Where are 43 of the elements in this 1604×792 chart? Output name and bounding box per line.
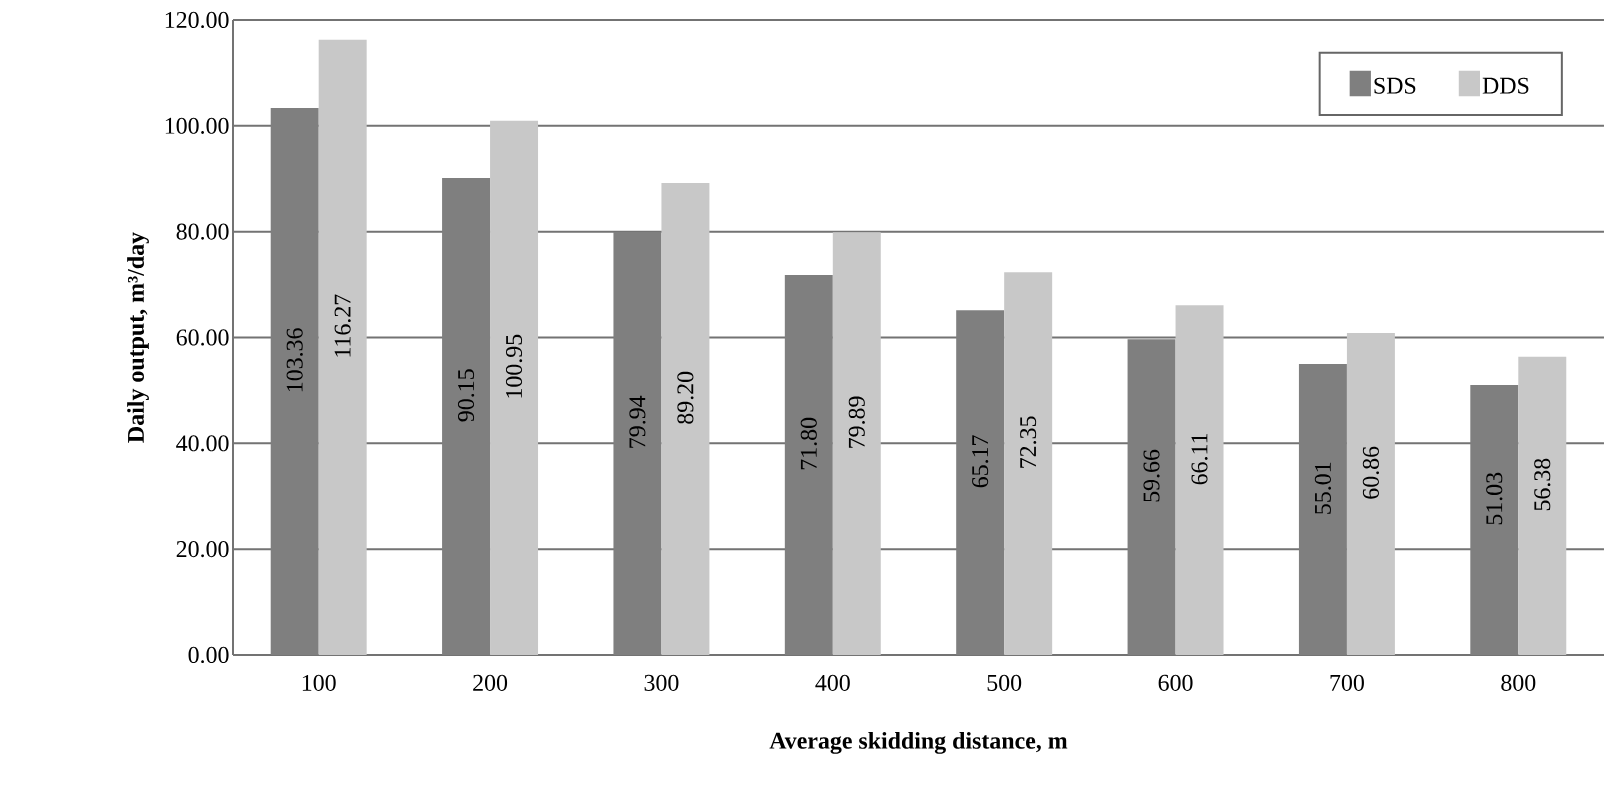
y-tick-label: 20.00 (176, 541, 229, 558)
data-label: 79.94 (629, 395, 646, 448)
data-label: 66.11 (1191, 433, 1208, 485)
bar (1518, 356, 1567, 655)
data-label: 72.35 (1020, 416, 1037, 468)
y-tick-label: 60.00 (176, 329, 229, 346)
data-label: 100.95 (505, 334, 523, 398)
y-tick-label: 120.00 (165, 11, 229, 29)
data-label: 89.20 (677, 371, 694, 424)
data-label: 71.80 (800, 417, 817, 470)
y-tick-label: 100.00 (165, 117, 229, 134)
legend-label: SDS (1374, 77, 1416, 94)
x-tick-label: 700 (1330, 674, 1364, 691)
data-label: 103.36 (286, 328, 303, 392)
x-tick-label: 500 (987, 674, 1022, 691)
bar (490, 120, 539, 655)
y-tick-label: 40.00 (176, 435, 229, 452)
bar (1346, 332, 1395, 655)
x-tick-label: 300 (644, 674, 679, 691)
data-label: 56.38 (1534, 458, 1551, 511)
x-tick-label: 400 (815, 674, 850, 691)
data-label: 51.03 (1486, 472, 1503, 525)
data-label: 79.89 (848, 396, 865, 448)
x-tick-label: 600 (1158, 674, 1193, 691)
bar (1175, 305, 1224, 655)
y-tick-label: 0.00 (188, 646, 229, 664)
data-label: 65.17 (972, 435, 989, 488)
x-tick-label: 800 (1501, 674, 1536, 691)
data-label: 90.15 (457, 369, 475, 422)
x-axis-title: Average skidding distance, m (769, 732, 1068, 754)
x-tick-label: 100 (302, 674, 336, 691)
x-tick-label: 200 (473, 674, 508, 691)
y-axis-title: Daily output, m³/day (127, 232, 149, 443)
bar (661, 182, 710, 655)
data-label: 55.01 (1314, 462, 1332, 514)
data-label: 59.66 (1143, 449, 1160, 502)
bar (318, 39, 367, 655)
legend-label: DDS (1482, 77, 1529, 94)
data-label: 116.27 (334, 294, 351, 357)
bar (1004, 272, 1053, 655)
y-tick-label: 80.00 (176, 223, 229, 240)
data-label: 60.86 (1362, 446, 1380, 499)
bar (832, 232, 881, 655)
